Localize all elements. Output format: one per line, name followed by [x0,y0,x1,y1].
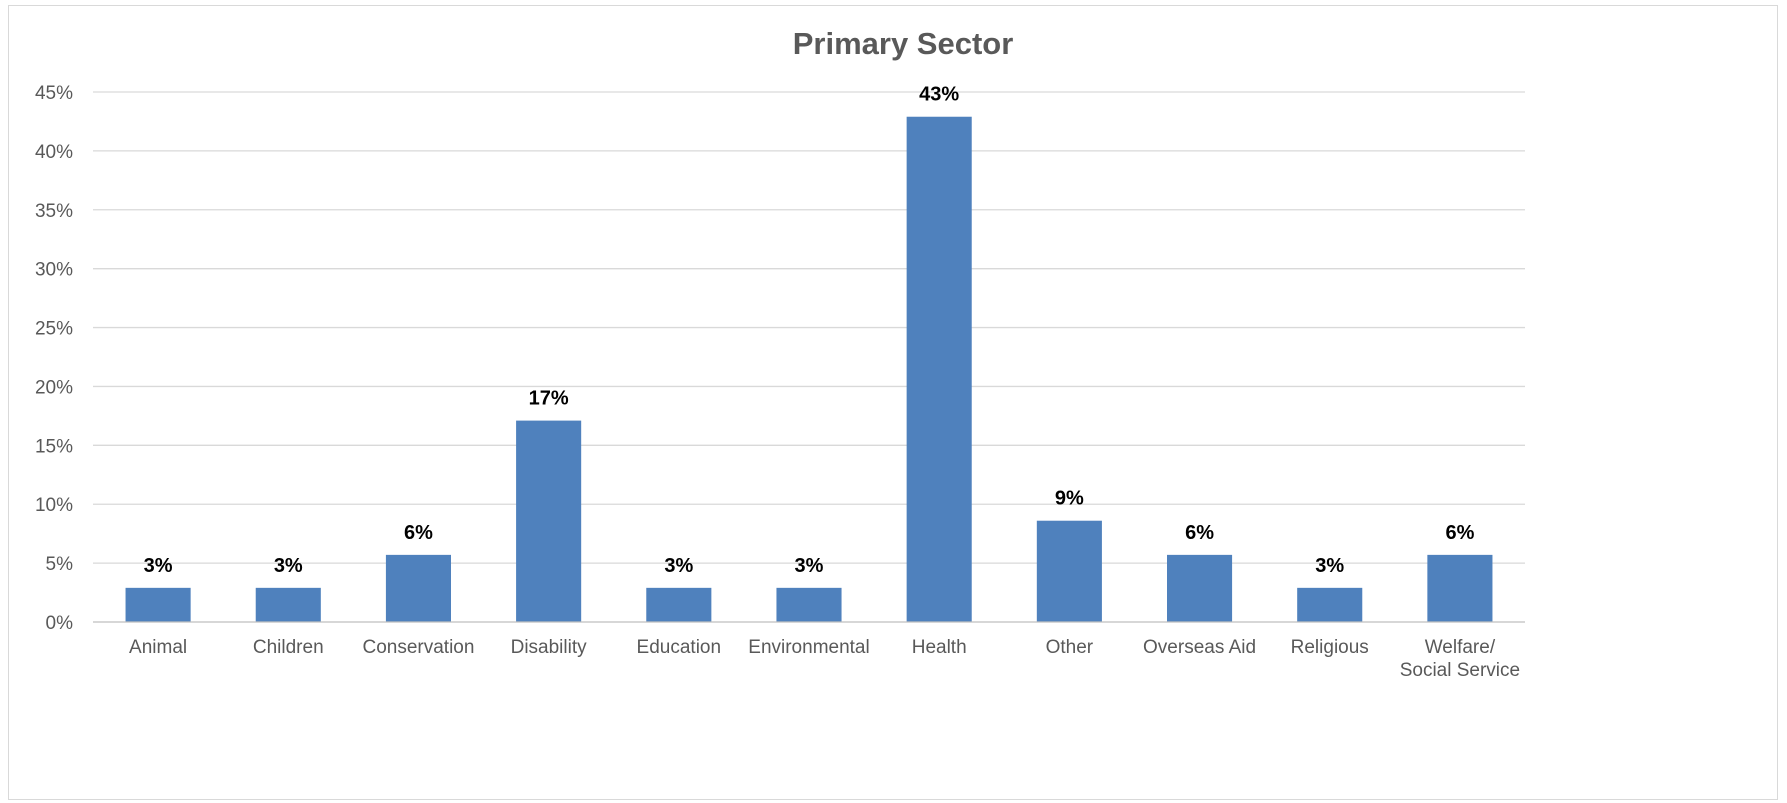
x-category-label-6: Health [912,637,967,658]
data-label-5: 3% [795,555,824,577]
x-category-label-7: Other [1046,637,1094,658]
chart-title: Primary Sector [793,26,1014,61]
data-label-8: 6% [1185,522,1214,544]
y-tick-label-5: 25% [35,319,73,340]
y-tick-label-4: 20% [35,377,73,398]
bar-chart: Primary Sector 0% 5% 10% 15% 20% 25% 30% 35% 40%… [35,26,1525,681]
data-label-2: 6% [404,522,433,544]
y-tick-label-0: 0% [46,613,74,634]
x-category-label-9: Religious [1291,637,1369,658]
bars [125,116,1493,622]
bar-conservation [385,554,451,622]
x-category-label-2: Conservation [362,637,474,658]
y-tick-label-8: 40% [35,142,73,163]
y-axis-tick-labels: 0% 5% 10% 15% 20% 25% 30% 35% 40% 45% [35,83,73,634]
x-axis-category-labels: Animal Children Conservation Disability Educ… [129,637,1520,681]
data-label-3: 17% [529,388,569,410]
y-tick-label-2: 10% [35,495,73,516]
bar-other [1036,520,1102,622]
x-category-label-10: Welfare/Social Service [1400,637,1520,681]
x-category-label-3: Disability [511,637,588,658]
data-label-0: 3% [144,555,173,577]
x-category-label-5: Environmental [748,637,869,658]
y-tick-label-7: 35% [35,201,73,222]
bar-education [646,587,712,622]
bar-religious [1297,587,1363,622]
data-label-10: 6% [1445,522,1474,544]
bar-disability [516,420,582,622]
data-label-9: 3% [1315,555,1344,577]
y-tick-label-9: 45% [35,83,73,104]
x-category-label-8: Overseas Aid [1143,637,1256,658]
bar-welfare-social-service [1427,554,1493,622]
x-category-label-4: Education [637,637,722,658]
data-label-4: 3% [664,555,693,577]
bar-environmental [776,587,842,622]
y-tick-label-3: 15% [35,436,73,457]
x-category-label-0: Animal [129,637,187,658]
data-labels: 3% 3% 6% 17% 3% 3% 43% 9% 6% 3% 6% [144,84,1475,577]
bar-children [255,587,321,622]
gridlines [93,91,1525,564]
bar-animal [125,587,191,622]
data-label-1: 3% [274,555,303,577]
x-category-label-1: Children [253,637,324,658]
y-tick-label-1: 5% [46,554,74,575]
data-label-7: 9% [1055,488,1084,510]
bar-overseas-aid [1167,554,1233,622]
bar-health [906,116,972,622]
y-tick-label-6: 30% [35,260,73,281]
data-label-6: 43% [919,84,959,106]
chart-container: Primary Sector 0% 5% 10% 15% 20% 25% 30% 35% 40%… [8,5,1778,800]
